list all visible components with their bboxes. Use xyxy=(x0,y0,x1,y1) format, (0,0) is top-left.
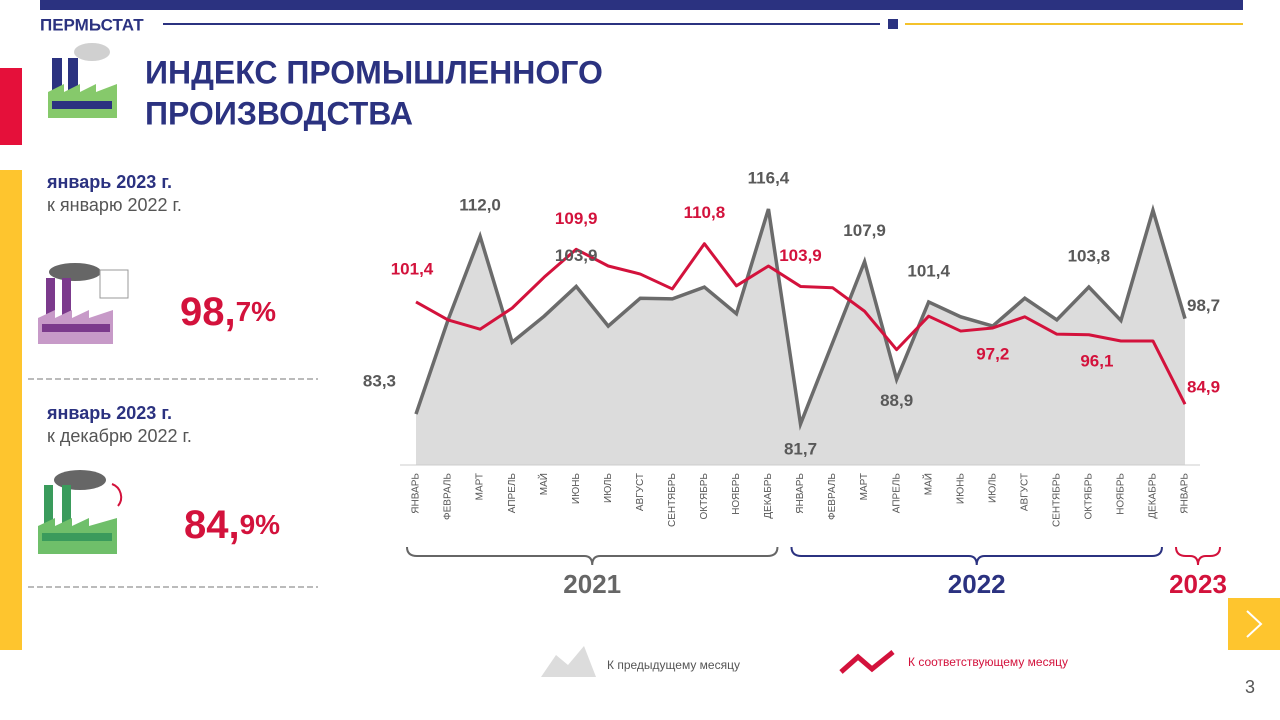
chart-area: ЯНВАРЬ ФЕВРАЛЬ МАРТ АПРЕЛЬ МАЙ ИЮНЬ ИЮЛЬ АВГУСТ… xyxy=(363,168,1227,598)
year-label: 2021 xyxy=(563,569,621,599)
data-label: 103,9 xyxy=(779,246,822,265)
area-fill xyxy=(416,209,1185,465)
title-line: ИНДЕКС ПРОМЫШЛЕННОГО xyxy=(145,54,603,90)
data-label: 112,0 xyxy=(459,196,501,215)
x-tick-label: АПРЕЛЬ xyxy=(507,473,518,514)
x-tick-label: ЯНВАРЬ xyxy=(1180,473,1191,514)
data-label: 107,9 xyxy=(843,221,886,240)
kpi-value: 84,9% xyxy=(184,503,280,547)
x-tick-label: АВГУСТ xyxy=(635,473,646,511)
legend-label: К соответствующему месяцу xyxy=(908,655,1068,669)
kpi-period: январь 2023 г. xyxy=(46,403,172,423)
title-line: ПРОИЗВОДСТВА xyxy=(145,95,413,131)
data-label: 110,8 xyxy=(684,203,726,222)
x-tick-label: ИЮНЬ xyxy=(571,473,582,505)
legend-swatch xyxy=(839,650,895,674)
x-tick-label: ИЮЛЬ xyxy=(987,473,998,503)
x-tick-label: ОКТЯБРЬ xyxy=(1084,473,1095,520)
data-label: 97,2 xyxy=(976,344,1009,363)
x-tick-label: ЯНВАРЬ xyxy=(795,473,806,514)
x-tick-label: ОКТЯБРЬ xyxy=(699,473,710,520)
x-tick-label: АВГУСТ xyxy=(1019,473,1030,511)
year-label: 2023 xyxy=(1169,569,1227,599)
kpi-icon xyxy=(38,470,123,554)
x-tick-label: ФЕВРАЛЬ xyxy=(827,473,838,520)
kpi-period: январь 2023 г. xyxy=(46,172,172,192)
data-label: 81,7 xyxy=(784,439,817,458)
side-bar-yellow xyxy=(0,170,22,650)
kpi-icon xyxy=(38,263,129,344)
data-label: 83,3 xyxy=(363,372,396,391)
page-number: 3 xyxy=(1245,677,1255,697)
data-label: 101,4 xyxy=(391,259,434,278)
data-label: 103,8 xyxy=(1068,247,1111,266)
x-tick-label: ИЮНЬ xyxy=(955,473,966,505)
data-label: 88,9 xyxy=(880,391,913,410)
data-label: 116,4 xyxy=(748,168,790,187)
series-line xyxy=(415,242,1187,405)
data-label: 98,7 xyxy=(1187,296,1220,315)
data-label: 109,9 xyxy=(555,209,598,228)
next-arrow xyxy=(1246,610,1263,638)
x-tick-label: МАРТ xyxy=(859,473,870,500)
next-button[interactable] xyxy=(1228,598,1280,650)
kpi-value: 98,7% xyxy=(180,290,276,334)
x-tick-label: НОЯБРЬ xyxy=(1116,473,1127,515)
x-tick-label: МАЙ xyxy=(537,473,550,495)
legend-swatch xyxy=(541,646,596,677)
x-tick-label: НОЯБРЬ xyxy=(731,473,742,515)
x-tick-label: МАЙ xyxy=(921,473,934,495)
data-label: 96,1 xyxy=(1080,351,1113,370)
x-tick-label: ИЮЛЬ xyxy=(603,473,614,503)
x-tick-label: СЕНТЯБРЬ xyxy=(667,473,678,527)
org-name: ПЕРМЬСТАТ xyxy=(40,15,144,34)
data-label: 101,4 xyxy=(907,261,950,280)
kpi-base: к январю 2022 г. xyxy=(47,195,182,215)
factory-icon xyxy=(48,43,117,118)
data-label: 84,9 xyxy=(1187,378,1220,397)
year-brace xyxy=(406,546,779,566)
header-square xyxy=(888,19,898,29)
x-tick-label: ДЕКАБРЬ xyxy=(1148,473,1159,519)
x-tick-label: ЯНВАРЬ xyxy=(411,473,422,514)
x-tick-label: СЕНТЯБРЬ xyxy=(1051,473,1062,527)
top-bar xyxy=(40,0,1243,10)
year-brace xyxy=(1175,546,1221,566)
data-label: 103,9 xyxy=(555,246,598,265)
x-tick-label: ФЕВРАЛЬ xyxy=(443,473,454,520)
x-tick-label: АПРЕЛЬ xyxy=(891,473,902,514)
x-tick-label: МАРТ xyxy=(475,473,486,500)
year-label: 2022 xyxy=(948,569,1006,599)
x-tick-label: ДЕКАБРЬ xyxy=(763,473,774,519)
legend-label: К предыдущему месяцу xyxy=(607,658,740,672)
area-line xyxy=(414,204,1187,431)
year-brace xyxy=(790,546,1163,566)
side-bar-red xyxy=(0,68,22,145)
kpi-base: к декабрю 2022 г. xyxy=(47,426,192,446)
